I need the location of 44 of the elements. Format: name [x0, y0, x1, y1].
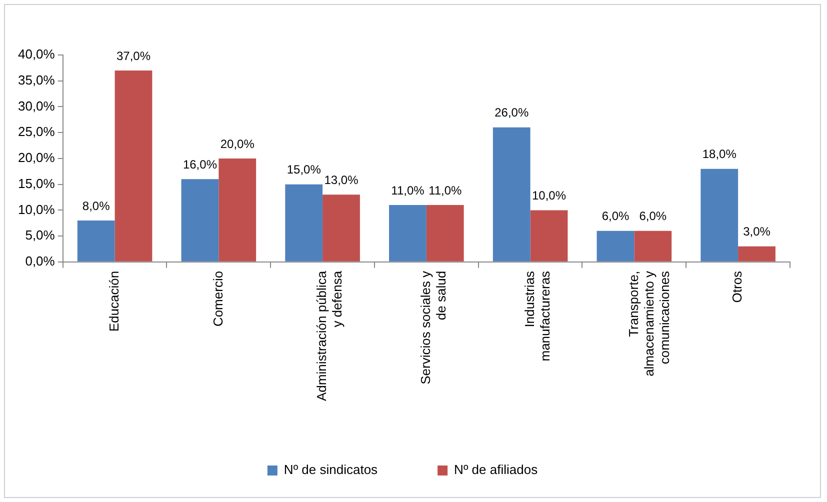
legend-label: Nº de afiliados [454, 462, 538, 478]
bar [492, 127, 530, 262]
bar [77, 220, 115, 262]
data-label: 26,0% [494, 106, 529, 120]
y-tick-label: 35,0% [18, 72, 56, 88]
x-tick-label: Comercio [210, 270, 226, 327]
legend-label: Nº de sindicatos [284, 462, 378, 478]
x-tick-label: Administración pública y defensa [314, 270, 345, 402]
x-tick-label: Educación [106, 270, 122, 332]
x-tick-label: Otros [730, 270, 745, 303]
bar [285, 184, 323, 262]
y-tick-label: 15,0% [18, 176, 56, 191]
bar [738, 246, 776, 262]
bar [426, 205, 464, 262]
data-label: 3,0% [743, 224, 771, 239]
bar [700, 168, 738, 262]
data-label: 8,0% [82, 198, 110, 213]
bar [634, 230, 672, 262]
y-tick-label: 0,0% [25, 254, 56, 269]
y-tick-label: 10,0% [18, 202, 56, 217]
y-tick-label: 5,0% [25, 228, 56, 243]
data-label: 15,0% [286, 162, 322, 177]
bar [181, 179, 219, 262]
data-label: 37,0% [116, 48, 151, 63]
bar [596, 230, 634, 262]
data-label: 6,0% [602, 209, 630, 224]
data-label: 6,0% [639, 209, 667, 224]
y-tick-label: 20,0% [18, 150, 56, 166]
data-label: 11,0% [391, 183, 425, 198]
data-label: 13,0% [324, 172, 359, 187]
data-label: 11,0% [428, 183, 462, 198]
x-tick-label: Servicios sociales y de salud [418, 270, 449, 384]
bar [530, 210, 568, 262]
bar [218, 158, 256, 262]
bar [322, 194, 360, 262]
bar [114, 70, 152, 262]
data-label: 20,0% [220, 136, 255, 151]
y-tick-label: 30,0% [18, 98, 56, 114]
y-tick-label: 40,0% [18, 46, 56, 62]
data-label: 10,0% [532, 188, 566, 203]
data-label: 16,0% [182, 157, 218, 172]
bar [389, 205, 426, 262]
y-tick-label: 25,0% [18, 124, 56, 140]
data-label: 18,0% [702, 147, 737, 162]
